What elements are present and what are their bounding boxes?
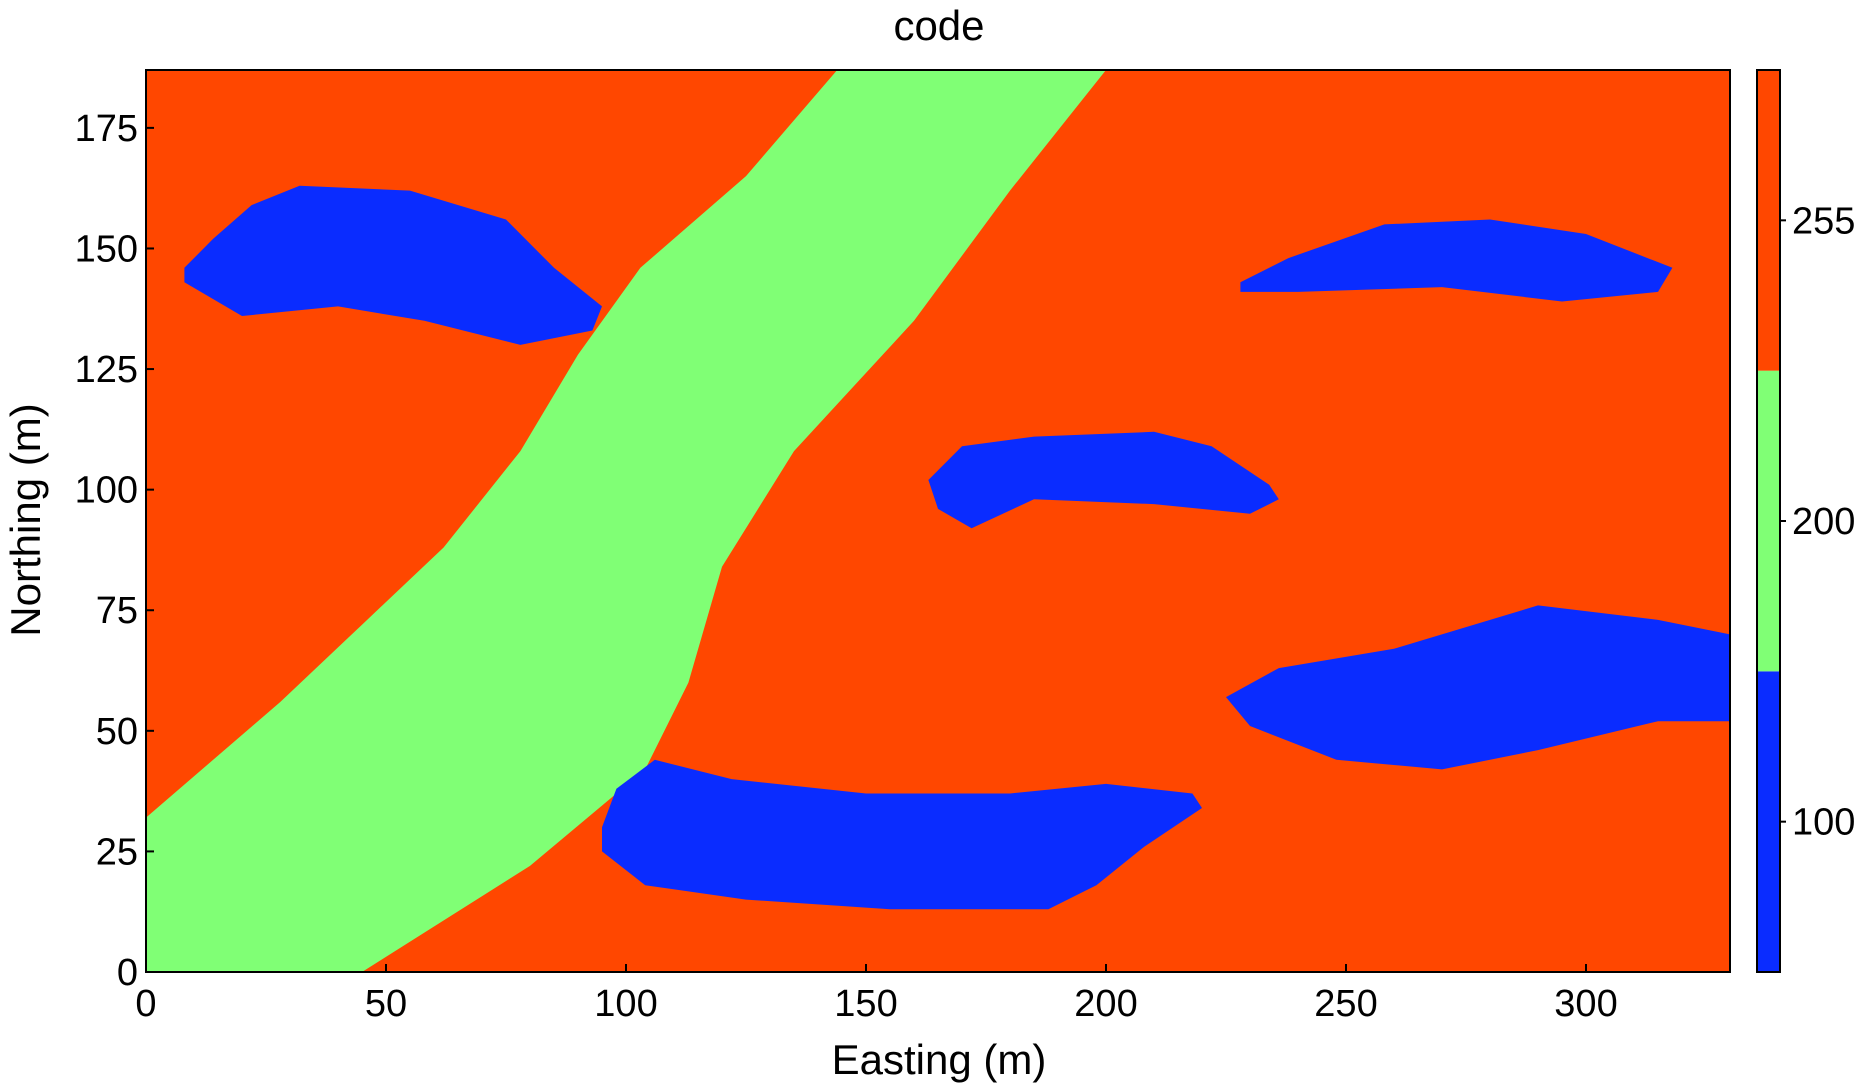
x-tick-label: 0 (135, 983, 156, 1025)
x-axis-label: Easting (m) (832, 1036, 1047, 1083)
region-code-100-4 (1240, 219, 1673, 302)
colorbar-segment-100 (1757, 671, 1780, 972)
y-axis-label: Northing (m) (2, 403, 49, 636)
region-code-200-0 (146, 70, 1106, 972)
plot-frame (145, 69, 1731, 973)
region-code-100-5 (1226, 605, 1730, 770)
colorbar-segment-255 (1757, 70, 1780, 371)
region-code-100-2 (602, 759, 1202, 910)
colorbar-tick-label: 255 (1792, 200, 1855, 242)
plot-area (145, 69, 1731, 973)
colorbar: 100 200 255 (1756, 69, 1855, 973)
y-tick-label: 25 (96, 831, 138, 873)
colorbar-tick-label: 100 (1792, 802, 1855, 844)
y-tick-label: 75 (96, 590, 138, 632)
region-code-100-3 (928, 431, 1279, 529)
x-tick-label: 50 (365, 983, 407, 1025)
y-tick-label: 100 (75, 470, 138, 512)
colorbar-frame (1756, 69, 1781, 973)
x-tick-label: 150 (834, 983, 897, 1025)
colorbar-segment-200 (1757, 370, 1780, 672)
x-tick-label: 100 (594, 983, 657, 1025)
y-tick-label: 125 (75, 349, 138, 391)
y-tick-label: 175 (75, 108, 138, 150)
chart-title: code (893, 2, 984, 49)
y-tick-label: 50 (96, 711, 138, 753)
region-code-100-1 (184, 185, 602, 345)
regions (146, 70, 1730, 972)
y-axis-ticks: 0 25 50 75 100 125 150 175 (75, 108, 154, 994)
colorbar-tick-label: 200 (1792, 501, 1855, 543)
x-axis-ticks: 0 50 100 150 200 250 300 (135, 964, 1618, 1025)
x-tick-label: 200 (1074, 983, 1137, 1025)
y-tick-label: 150 (75, 228, 138, 270)
y-tick-label: 0 (117, 952, 138, 994)
x-tick-label: 250 (1314, 983, 1377, 1025)
x-tick-label: 300 (1554, 983, 1617, 1025)
